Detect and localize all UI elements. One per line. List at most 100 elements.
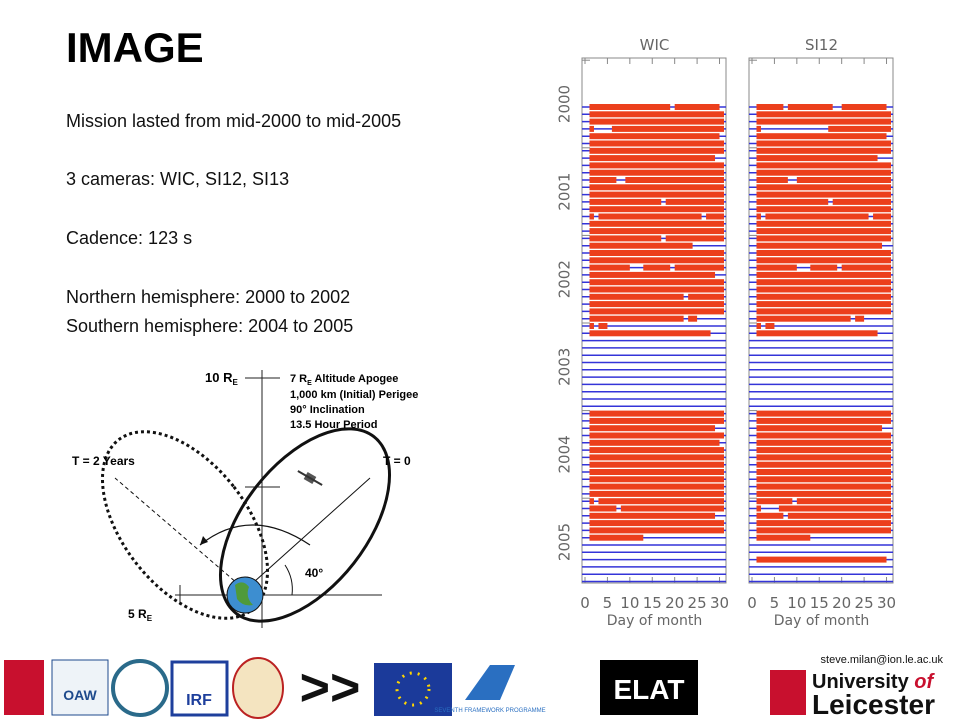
coverage-bar [756,505,761,512]
coverage-bar [756,476,891,483]
slide-title: IMAGE [66,24,204,71]
logo [111,659,169,717]
panel-title: SI12 [805,36,838,54]
coverage-bar [643,264,671,271]
x-tick-label: 10 [620,594,639,612]
x-tick-label: 15 [643,594,662,612]
coverage-bar [706,213,724,220]
logo [770,670,806,715]
coverage-bar [589,476,724,483]
x-tick-label: 30 [710,594,729,612]
coverage-bar [589,330,711,337]
coverage-bar [589,490,724,497]
x-tick-label: 25 [855,594,874,612]
coverage-bar [756,147,891,154]
coverage-bar [765,213,869,220]
logo [232,657,284,719]
coverage-bar [589,235,662,242]
coverage-bar [756,330,878,337]
coverage-bar [756,104,784,110]
coverage-bar [589,520,724,527]
coverage-bar [589,308,724,315]
coverage-bar [756,556,887,563]
coverage-bar [796,498,891,505]
coverage-bar [589,264,630,271]
coverage-bar [756,279,891,286]
coverage-bar [855,315,865,322]
coverage-bar [787,104,833,110]
x-tick-label: 15 [810,594,829,612]
coverage-bar [589,534,644,541]
coverage-bar [832,198,891,205]
coverage-bar [589,447,724,454]
coverage-bar [787,512,891,519]
coverage-bar [665,198,724,205]
coverage-bar [756,447,891,454]
coverage-bar [828,125,891,132]
coverage-bar [756,286,891,293]
year-label: 2003 [556,348,574,386]
bullet: Mission lasted from mid-2000 to mid-2005 [66,111,401,131]
panel-frame [581,57,727,584]
logo-text: OAW [63,687,97,703]
coverage-bar [589,279,724,286]
coverage-bar [756,527,891,534]
orbit-label: 40° [305,566,323,580]
logo [170,660,229,717]
coverage-bar [756,315,851,322]
coverage-bar [756,257,891,264]
coverage-bar [756,454,891,461]
coverage-bar [756,301,891,308]
coverage-bar [589,410,724,417]
coverage-bar [589,155,716,162]
coverage-bar [589,512,716,519]
eu-flag [374,663,452,716]
logo-text: SEVENTH FRAMEWORK PROGRAMME [434,708,545,714]
orbit-label: T = 0 [383,454,411,468]
x-axis-label: Day of month [774,613,869,629]
coverage-bar [756,439,891,446]
coverage-bar [589,220,724,227]
coverage-bar [589,271,716,278]
coverage-bar [756,293,891,300]
coverage-bar [765,323,775,329]
coverage-bar [756,512,784,519]
eu-stars [395,671,431,707]
logo-text: IRF [186,692,212,709]
coverage-bar [589,461,724,468]
coverage-bar [589,439,720,446]
x-tick-label: 5 [603,594,613,612]
coverage-bar [598,323,608,329]
coverage-bar [756,250,891,256]
coverage-bar [589,454,724,461]
year-label: 2000 [556,85,574,123]
apsis-line [244,477,371,591]
coverage-bar [589,147,724,154]
panel-frame [748,57,894,584]
coverage-bar [756,162,891,169]
coverage-bar [589,498,594,505]
coverage-bar [589,432,724,439]
coverage-bar [589,301,724,308]
logo-text: University of [812,671,935,693]
coverage-bar [756,498,793,505]
coverage-bar [620,505,724,512]
coverage-bar [589,527,724,534]
orbit-note: 90° Inclination [290,404,365,416]
coverage-bar [756,534,811,541]
coverage-bar [756,220,891,227]
email: steve.milan@ion.le.ac.uk [821,654,944,666]
coverage-bar [688,293,724,300]
satellite [297,470,323,486]
coverage-bar [589,323,594,329]
coverage-bar [589,469,724,475]
coverage-bar [756,432,891,439]
coverage-bar [756,242,883,249]
x-tick-label: 5 [770,594,780,612]
axis-label: 5 RE [128,607,153,623]
coverage-bar [589,417,724,424]
coverage-bar [625,177,724,183]
angle-arc [284,564,293,596]
coverage-bar [756,206,891,213]
coverage-bar [589,293,684,300]
